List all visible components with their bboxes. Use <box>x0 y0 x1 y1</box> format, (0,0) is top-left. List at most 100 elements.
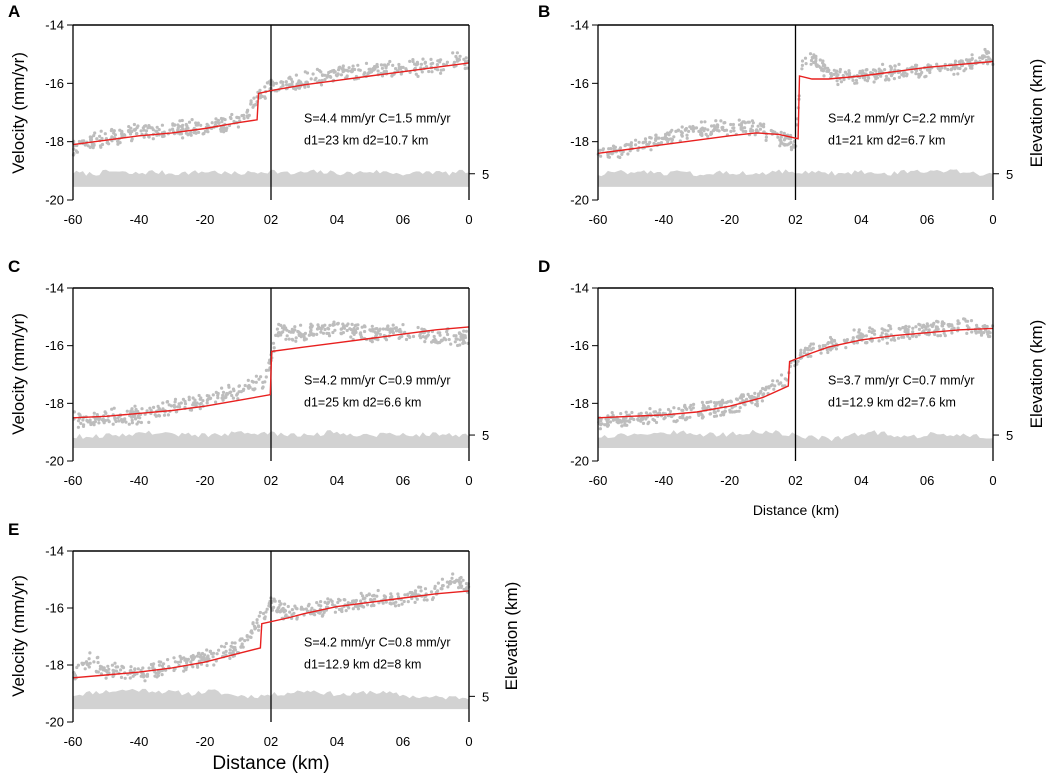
observed-point <box>261 385 265 389</box>
observed-point <box>335 322 339 326</box>
observed-point <box>230 393 234 398</box>
observed-point <box>630 410 634 415</box>
observed-point <box>928 70 932 75</box>
observed-point <box>161 401 165 405</box>
observed-point <box>297 86 301 90</box>
observed-point <box>86 662 90 667</box>
observed-point <box>194 131 198 135</box>
observed-point <box>206 397 210 401</box>
observed-point <box>454 54 458 59</box>
observed-point <box>845 72 849 76</box>
observed-point <box>391 323 395 327</box>
observed-point <box>321 331 326 335</box>
observed-point <box>619 412 623 416</box>
observed-point <box>264 610 268 614</box>
observed-point <box>462 57 466 62</box>
model-parameters: S=4.2 mm/yr C=0.8 mm/yr <box>304 635 451 649</box>
observed-point <box>926 324 930 328</box>
observed-point <box>829 340 834 344</box>
observed-point <box>460 337 464 341</box>
y-tick-label: -18 <box>45 658 64 673</box>
observed-point <box>625 142 629 147</box>
observed-point <box>371 603 375 607</box>
observed-point <box>203 658 207 662</box>
observed-point <box>367 593 371 597</box>
observed-point <box>190 118 194 122</box>
observed-point <box>922 329 926 333</box>
observed-point <box>235 392 239 396</box>
observed-point <box>277 331 281 335</box>
observed-point <box>349 69 353 73</box>
observed-point <box>902 335 906 339</box>
observed-point <box>145 409 149 413</box>
x-tick-label: 06 <box>920 473 934 488</box>
observed-point <box>138 416 142 420</box>
observed-point <box>847 73 852 77</box>
observed-point <box>121 666 126 670</box>
observed-point <box>416 74 420 78</box>
observed-point <box>384 600 388 604</box>
observed-point <box>782 138 787 142</box>
observed-point <box>859 332 863 336</box>
observed-point <box>390 327 394 331</box>
observed-point <box>882 328 886 332</box>
x-tick-label: 06 <box>396 212 410 227</box>
observed-point <box>960 59 964 63</box>
observed-point <box>970 63 974 67</box>
observed-point <box>228 656 232 661</box>
observed-point <box>970 57 974 61</box>
observed-point <box>359 599 363 603</box>
observed-point <box>406 592 410 596</box>
observed-point <box>863 78 867 82</box>
observed-point <box>173 405 177 409</box>
x-tick-label: 04 <box>330 473 344 488</box>
observed-point <box>331 603 335 607</box>
observed-point <box>874 77 878 81</box>
observed-point <box>326 73 330 77</box>
observed-point <box>93 131 97 135</box>
observed-point <box>751 121 755 125</box>
observed-point <box>646 142 651 146</box>
observed-point <box>326 326 330 330</box>
observed-point <box>165 400 169 404</box>
fault-depths: d1=12.9 km d2=7.6 km <box>828 396 956 410</box>
observed-point <box>295 615 299 619</box>
x-tick-label: -40 <box>654 212 673 227</box>
observed-point <box>680 408 684 412</box>
observed-point <box>310 606 314 610</box>
observed-point <box>312 332 316 336</box>
observed-point <box>203 129 207 133</box>
observed-point <box>658 408 662 412</box>
observed-point <box>462 587 466 591</box>
observed-point <box>281 606 285 611</box>
observed-point <box>84 660 89 664</box>
observed-point <box>413 600 417 605</box>
x-tick-label: 04 <box>330 734 344 749</box>
observed-point <box>980 332 984 336</box>
observed-point <box>239 645 243 649</box>
observed-point <box>760 399 765 403</box>
observed-point <box>358 604 362 608</box>
observed-point <box>182 669 186 673</box>
observed-point <box>723 409 728 413</box>
observed-point <box>908 336 912 341</box>
observed-point <box>668 409 673 413</box>
observed-point <box>149 662 153 667</box>
x-tick-label: -20 <box>196 212 215 227</box>
observed-point <box>970 66 974 70</box>
observed-point <box>604 417 608 421</box>
observed-point <box>680 125 684 129</box>
observed-point <box>956 326 960 330</box>
observed-point <box>348 327 352 331</box>
observed-point <box>809 354 813 358</box>
observed-point <box>897 326 901 331</box>
observed-point <box>887 78 891 82</box>
observed-point <box>738 406 742 410</box>
y-tick-label: -16 <box>570 338 589 353</box>
observed-point <box>452 334 456 338</box>
observed-point <box>459 580 463 585</box>
observed-point <box>720 398 725 402</box>
observed-point <box>97 418 101 422</box>
observed-point <box>187 120 192 124</box>
observed-point <box>214 117 218 121</box>
